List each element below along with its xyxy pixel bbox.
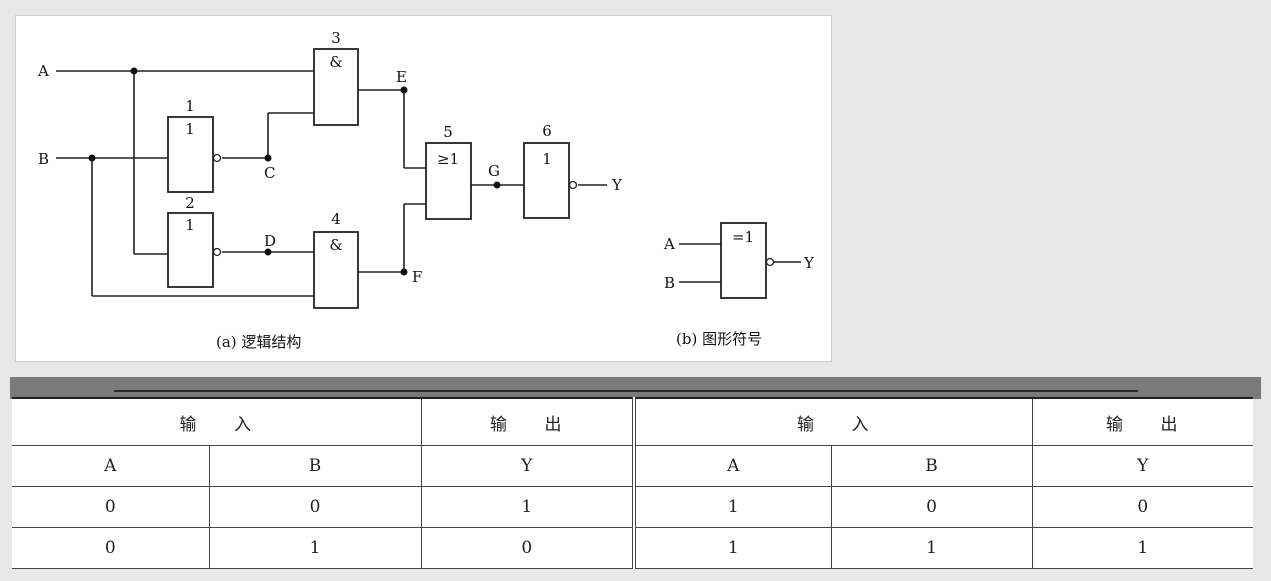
wires — [56, 70, 607, 297]
gate-6-symbol: 1 — [542, 150, 552, 168]
junction-dots — [88, 67, 501, 276]
table-cell: 1 — [208, 527, 421, 569]
table-cell: 0 — [12, 486, 209, 528]
gate-1-number: 1 — [185, 97, 195, 115]
node-label-e: E — [396, 68, 407, 86]
table-row: 0 0 1 1 0 0 — [12, 486, 1253, 528]
table-cell: 1 — [830, 527, 1032, 569]
column-header-b: B — [208, 445, 421, 487]
column-header-y: Y — [1031, 445, 1253, 487]
input-label-a: A — [37, 62, 49, 80]
gate-4-symbol: & — [329, 236, 342, 254]
table-cell: 1 — [632, 486, 831, 528]
symbol-output-y: Y — [803, 254, 815, 272]
gate-3-number: 3 — [331, 29, 341, 47]
table-group-header-row: 输 入 输 出 输 入 输 出 — [12, 398, 1253, 446]
symbol-input-b: B — [664, 274, 675, 292]
gate-1: 1 1 — [167, 97, 222, 193]
group-header-output-left: 输 出 — [420, 398, 634, 446]
gate-2-number: 2 — [185, 194, 195, 212]
table-row: 0 1 0 1 1 1 — [12, 527, 1253, 569]
table-cell: 0 — [12, 527, 209, 569]
xnor-symbol: =1 A B Y — [663, 222, 815, 299]
group-header-input-left: 输 入 — [12, 398, 421, 446]
column-header-a: A — [632, 445, 831, 487]
caption-graphic-symbol: (b) 图形符号 — [676, 330, 762, 348]
gate-4: 4 & — [313, 210, 359, 309]
table-cell: 1 — [1031, 527, 1253, 569]
table-cell: 0 — [830, 486, 1032, 528]
table-column-header-row: A B Y A B Y — [12, 445, 1253, 487]
gate-5-number: 5 — [443, 123, 453, 141]
truth-table: 输 入 输 出 输 入 输 出 A B Y A B Y 0 0 1 1 0 0 … — [12, 397, 1253, 569]
node-label-f: F — [412, 268, 422, 286]
node-label-d: D — [264, 232, 276, 250]
band-rule — [114, 390, 1138, 392]
table-cell: 1 — [632, 527, 831, 569]
group-header-output-right: 输 出 — [1031, 398, 1253, 446]
table-cell: 0 — [420, 527, 634, 569]
gate-4-number: 4 — [331, 210, 341, 228]
logic-diagram: 1 1 2 1 3 & 4 & 5 ≥1 6 1 — [37, 29, 815, 351]
table-cell: 1 — [420, 486, 634, 528]
caption-logic-structure: (a) 逻辑结构 — [216, 333, 301, 351]
gate-2-symbol: 1 — [185, 216, 195, 234]
gate-2: 2 1 — [167, 194, 222, 288]
column-header-y: Y — [420, 445, 634, 487]
gate-3-symbol: & — [329, 53, 342, 71]
node-label-g: G — [488, 162, 500, 180]
output-label-y: Y — [611, 176, 623, 194]
node-label-c: C — [264, 164, 275, 182]
logic-diagram-panel: 1 1 2 1 3 & 4 & 5 ≥1 6 1 — [15, 15, 832, 362]
column-header-b: B — [830, 445, 1032, 487]
gate-3: 3 & — [313, 29, 359, 126]
column-header-a: A — [12, 445, 209, 487]
table-header-band — [10, 377, 1261, 399]
table-cell: 0 — [208, 486, 421, 528]
gate-5: 5 ≥1 — [425, 123, 472, 220]
group-header-input-right: 输 入 — [632, 398, 1032, 446]
gate-5-symbol: ≥1 — [437, 150, 459, 168]
xnor-gate-symbol: =1 — [732, 228, 754, 246]
gate-6: 6 1 — [523, 122, 578, 219]
gate-6-number: 6 — [542, 122, 552, 140]
table-cell: 0 — [1031, 486, 1253, 528]
input-label-b: B — [38, 150, 49, 168]
gate-1-symbol: 1 — [185, 120, 195, 138]
symbol-input-a: A — [663, 235, 675, 253]
